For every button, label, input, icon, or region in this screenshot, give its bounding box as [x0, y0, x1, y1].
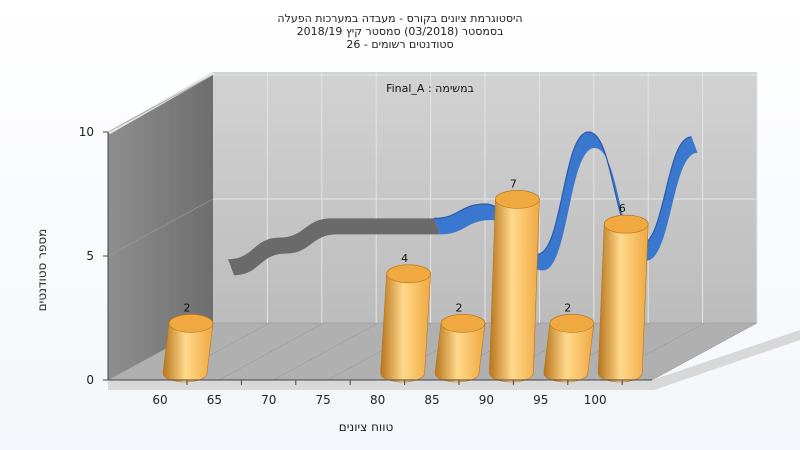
x-tick-label: 100 [584, 393, 607, 407]
x-axis-label: טווח ציונים [339, 420, 394, 434]
bar-top [603, 214, 649, 234]
curve-series [228, 131, 698, 276]
y-tick-label: 10 [79, 125, 94, 139]
bar-top [168, 314, 214, 333]
side-grid [107, 74, 214, 257]
curve-segment-blue [434, 132, 698, 271]
bar-top [495, 190, 540, 209]
chart-title: היסטוגרמת ציונים בקורס - מעבדה במערכות ה… [277, 12, 523, 25]
x-axis-ticks: 60 65 70 75 80 85 90 95 100 [152, 380, 623, 407]
side-gridline [107, 74, 214, 133]
bar-labels: 2 4 2 7 2 6 [184, 177, 626, 314]
bar-top [386, 264, 431, 284]
bar [597, 214, 649, 383]
bar [543, 314, 595, 383]
x-tick-label: 75 [316, 393, 331, 407]
curve-edge [433, 131, 692, 256]
y-tick-label: 5 [86, 249, 94, 263]
inner-chart-title: Final_A : במשימה [386, 82, 474, 95]
x-tick-label: 70 [261, 393, 276, 407]
left-side-wall [108, 72, 213, 380]
x-tick-label: 95 [533, 393, 548, 407]
bar-value-label: 2 [456, 301, 463, 314]
floor-gridline [273, 322, 379, 381]
bar-value-label: 6 [619, 202, 626, 215]
bar-top [549, 314, 595, 333]
y-axis-label: מספר סטודנטים [35, 229, 49, 312]
bar-top [440, 314, 486, 333]
chart-subtitle: בסמסטר (03/2018) סמסטר קיץ 2018/19 [296, 25, 504, 38]
bar [162, 314, 214, 383]
y-tick-label: 0 [86, 373, 94, 387]
bar-value-label: 2 [184, 301, 191, 314]
x-tick-label: 80 [370, 393, 385, 407]
x-tick-label: 60 [152, 393, 167, 407]
bars-layer [162, 190, 649, 383]
bar [434, 314, 486, 383]
bar-value-label: 4 [401, 252, 408, 265]
y-axis-ticks: 0 5 10 [79, 125, 108, 387]
bar-value-label: 7 [510, 177, 517, 190]
curve-segment-gray [228, 218, 440, 276]
bar [489, 190, 540, 383]
floor-gridline [218, 322, 324, 381]
bar [380, 264, 431, 383]
bar-value-label: 2 [564, 301, 571, 314]
x-tick-label: 65 [207, 393, 222, 407]
back-grid [213, 72, 758, 323]
floor-shadow [108, 330, 800, 390]
x-tick-label: 85 [424, 393, 439, 407]
chart-subtitle-students: סטודנטים רשומים - 26 [346, 38, 454, 51]
side-gridline [107, 198, 214, 257]
x-tick-label: 90 [479, 393, 494, 407]
